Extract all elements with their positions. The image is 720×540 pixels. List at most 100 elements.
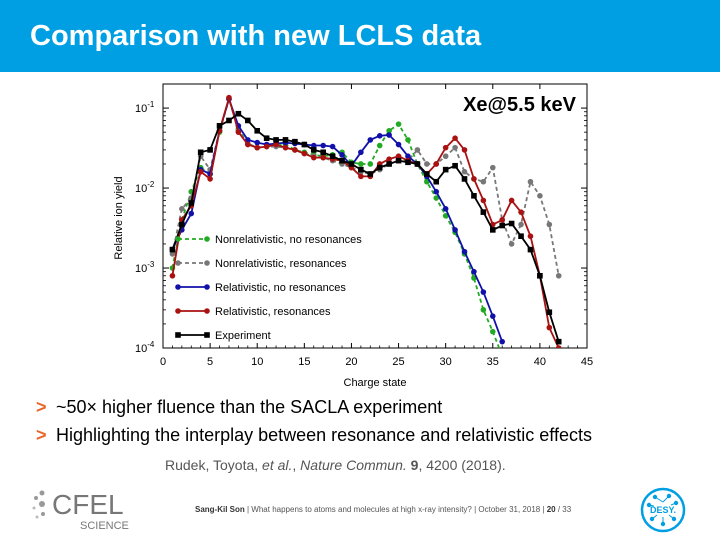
data-point [452,135,458,142]
x-tick-label: 25 [392,356,404,368]
data-point [197,149,204,156]
data-point [358,166,364,173]
data-point [471,176,477,182]
citation-authors: Rudek, Toyota, [165,457,263,473]
data-point [442,212,449,219]
data-point [329,143,336,150]
y-axis-label: Relative ion yield [113,176,125,259]
data-point [546,309,553,316]
legend-item: Relativistic, no resonances [175,282,346,294]
data-point [405,159,411,166]
data-point [339,152,345,158]
legend-marker [175,284,181,290]
data-point [508,220,515,227]
data-point [339,157,345,164]
data-point [461,168,468,175]
data-point [329,153,336,160]
data-point [254,127,261,134]
data-point [263,143,270,150]
data-point [499,222,505,229]
data-point [546,221,553,228]
data-point [292,147,298,153]
data-point [169,251,176,257]
data-point [386,132,392,138]
data-point [235,129,242,135]
data-point [386,161,392,167]
data-point [348,161,355,167]
x-tick-label: 45 [581,356,593,368]
data-point [301,141,308,148]
data-point [442,153,449,160]
data-point [367,161,374,167]
data-point [424,161,430,167]
data-point [442,144,449,151]
data-point [367,137,374,143]
x-axis-label: Charge state [344,377,407,389]
data-point [555,272,562,279]
data-point [442,166,449,173]
data-point [546,324,553,331]
cfel-logo-text: CFEL [52,489,124,520]
citation-rest: , 4200 (2018). [418,457,506,473]
data-point [254,144,261,151]
citation-journal: Nature Commun. [300,457,407,473]
citation-volume: 9 [410,457,419,473]
footer-total: / 33 [555,505,572,514]
data-point [235,110,242,117]
legend-item: Nonrelativistic, no resonances [175,234,362,246]
y-tick-label: 10-4 [135,340,155,355]
data-point [188,210,195,217]
legend-label: Relativistic, resonances [215,306,331,318]
footer: Sang-Kil Son | What happens to atoms and… [195,505,571,514]
series-line [171,95,560,276]
citation-sep: , [292,457,301,473]
y-tick-label: 10-2 [135,180,155,195]
data-point [386,156,392,162]
data-point [499,217,506,223]
footer-talk: | What happens to atoms and molecules at… [244,505,547,514]
data-point [480,197,487,204]
cfel-logo-subtext: SCIENCE [80,520,129,532]
data-point [292,138,298,145]
x-tick-label: 5 [207,356,213,368]
data-point [414,161,421,167]
data-point [367,171,374,177]
data-point [197,168,204,175]
data-point [480,307,487,313]
legend-marker [175,308,181,314]
data-point [518,221,524,228]
footer-presenter: Sang-Kil Son [195,505,245,514]
x-tick-label: 15 [298,356,310,368]
legend-marker [204,284,210,290]
data-point [376,133,383,139]
citation-etal: et al. [262,457,293,473]
data-point [216,123,223,129]
data-point [508,197,515,204]
data-point [480,178,487,185]
bullet-text: ~50× higher fluence than the SACLA exper… [56,397,443,417]
data-point [273,137,279,143]
data-point [518,209,524,215]
x-tick-label: 30 [440,356,452,368]
data-point [395,121,402,127]
data-point [452,162,458,169]
data-point [527,178,534,185]
data-point [358,161,364,167]
bullet-marker: > [36,425,47,445]
data-point [310,154,317,161]
x-tick-label: 40 [534,356,546,368]
ion-yield-chart: 0 5 10 15 20 25 30 35 40 45 10-1 10-2 10-3 10-4 Charge… [113,83,593,389]
data-point [226,117,232,124]
data-point [461,248,468,255]
data-point [414,147,421,153]
data-point [386,127,392,134]
x-tick-label: 10 [251,356,263,368]
data-point [489,328,496,335]
legend-label: Experiment [215,330,271,342]
cfel-logo: CFEL SCIENCE [32,489,129,532]
data-point [169,272,176,279]
y-tick-label: 10-3 [135,260,155,275]
data-point [395,157,402,164]
desy-logo-text: DESY. [650,505,676,515]
data-point [358,149,364,156]
